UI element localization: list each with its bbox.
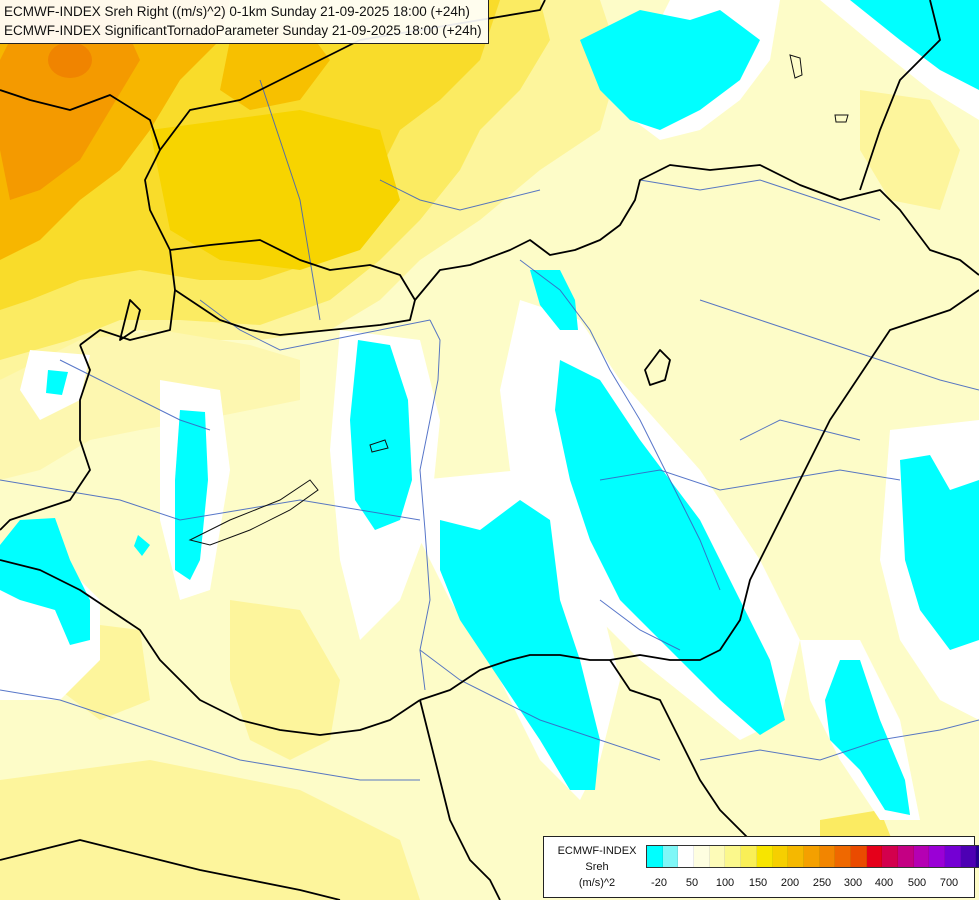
sreh-field-cyan	[440, 500, 600, 790]
legend-swatch	[725, 846, 742, 867]
river	[639, 179, 881, 221]
legend-swatch	[976, 846, 979, 867]
legend-tick-label: 250	[812, 877, 832, 889]
legend-swatch	[960, 846, 977, 867]
river	[599, 599, 681, 651]
sreh-field-cyan	[825, 660, 910, 815]
sreh-field-gold	[150, 110, 400, 270]
legend-swatch	[850, 846, 867, 867]
legend-tick-label: 200	[780, 877, 800, 889]
border	[0, 344, 91, 531]
map-title-line2: ECMWF-INDEX SignificantTornadoParameter …	[4, 23, 482, 38]
legend-swatch	[772, 846, 789, 867]
river	[259, 79, 321, 321]
legend-swatch	[741, 846, 757, 867]
legend-swatch	[756, 846, 773, 867]
legend-swatch	[788, 846, 804, 867]
lake	[369, 439, 389, 453]
legend-swatch	[819, 846, 836, 867]
border	[0, 559, 421, 736]
sreh-field-cyan	[46, 370, 68, 395]
sreh-field-cyan	[900, 455, 979, 650]
border	[414, 164, 979, 301]
legend-tick-label: 150	[748, 877, 768, 889]
legend-tick-label: -20	[651, 877, 667, 889]
legend-tick-label: 100	[715, 877, 735, 889]
river	[699, 719, 979, 761]
river	[419, 319, 441, 691]
legend-swatch	[709, 846, 726, 867]
legend-swatch	[945, 846, 961, 867]
river	[739, 419, 861, 441]
border	[644, 349, 671, 386]
legend-swatch	[835, 846, 851, 867]
legend-tick-label: 300	[843, 877, 863, 889]
border	[419, 289, 979, 701]
legend-label-model: ECMWF-INDEX	[557, 845, 637, 857]
map-title-box: ECMWF-INDEX Sreh Right ((m/s)^2) 0-1km S…	[0, 0, 489, 44]
legend-tick-label: 500	[907, 877, 927, 889]
legend-swatch	[882, 846, 898, 867]
river	[59, 359, 211, 431]
legend-swatch	[866, 846, 883, 867]
sreh-field-yellow	[0, 760, 420, 900]
lakes	[188, 54, 849, 546]
river	[699, 299, 979, 391]
legend-label-unit: (m/s)^2	[578, 877, 616, 889]
border	[0, 839, 341, 900]
map-title-line1: ECMWF-INDEX Sreh Right ((m/s)^2) 0-1km S…	[4, 4, 470, 19]
river	[519, 259, 721, 591]
sreh-field-yellow	[860, 90, 960, 210]
sreh-field-cyan	[350, 340, 412, 530]
rivers	[0, 79, 979, 781]
legend-swatch	[929, 846, 946, 867]
border	[419, 699, 501, 900]
legend-swatch	[913, 846, 930, 867]
sreh-field-cyan	[0, 518, 90, 645]
river	[419, 649, 661, 761]
border	[0, 89, 176, 346]
legend-tick-label: 400	[874, 877, 894, 889]
legend-swatch	[647, 846, 663, 867]
river	[0, 689, 420, 781]
legend-tick-label: 50	[685, 877, 699, 889]
sreh-field-yellow	[230, 600, 340, 760]
river	[0, 479, 421, 521]
border	[169, 239, 416, 336]
sreh-field-dark-orange	[48, 42, 92, 78]
legend-color-bar	[646, 845, 979, 868]
legend-swatch	[694, 846, 710, 867]
legend-swatch	[898, 846, 914, 867]
sreh-field-cyan	[850, 0, 979, 90]
legend-swatch	[678, 846, 695, 867]
lake	[188, 479, 319, 546]
sreh-field-cyan	[580, 10, 760, 130]
river	[599, 469, 901, 491]
sreh-field-cyan	[175, 410, 208, 580]
sreh-field-dark-orange	[0, 15, 140, 200]
border	[159, 0, 546, 151]
border	[859, 0, 941, 191]
sreh-field-cyan	[134, 535, 150, 556]
river	[379, 179, 541, 211]
lake	[834, 114, 849, 123]
color-legend: ECMWF-INDEX Sreh (m/s)^2 -20 50 100 150 200 2…	[543, 836, 979, 898]
lake	[789, 54, 803, 79]
sreh-field-cyan	[530, 270, 578, 330]
legend-tick-label: 700	[939, 877, 959, 889]
legend-swatch	[662, 846, 679, 867]
sreh-field-cyan	[555, 360, 785, 735]
legend-label-parameter: Sreh	[585, 861, 609, 873]
border	[119, 299, 141, 341]
legend-swatch	[803, 846, 820, 867]
